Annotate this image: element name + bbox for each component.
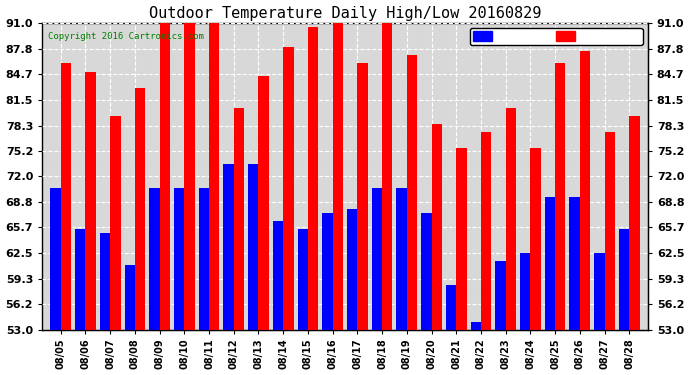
Bar [357, 63, 368, 330]
Bar [555, 63, 566, 330]
Bar [421, 213, 431, 330]
Text: Copyright 2016 Cartronics.com: Copyright 2016 Cartronics.com [48, 32, 204, 41]
Bar [124, 265, 135, 330]
Bar [61, 63, 71, 330]
Bar [50, 189, 61, 330]
Bar [259, 75, 269, 330]
Bar [234, 108, 244, 330]
Bar [333, 23, 343, 330]
Bar [456, 148, 466, 330]
Bar [604, 132, 615, 330]
Bar [297, 229, 308, 330]
Bar [397, 189, 407, 330]
Bar [569, 196, 580, 330]
Legend: Low  (°F), High  (°F): Low (°F), High (°F) [471, 28, 642, 45]
Bar [273, 221, 283, 330]
Bar [531, 148, 541, 330]
Bar [135, 88, 146, 330]
Bar [110, 116, 121, 330]
Bar [495, 261, 506, 330]
Bar [580, 51, 590, 330]
Bar [100, 233, 110, 330]
Bar [520, 253, 531, 330]
Bar [248, 164, 259, 330]
Bar [308, 27, 318, 330]
Bar [407, 56, 417, 330]
Bar [322, 213, 333, 330]
Bar [184, 7, 195, 330]
Bar [594, 253, 604, 330]
Bar [431, 124, 442, 330]
Bar [174, 189, 184, 330]
Bar [224, 164, 234, 330]
Bar [283, 47, 293, 330]
Bar [446, 285, 456, 330]
Title: Outdoor Temperature Daily High/Low 20160829: Outdoor Temperature Daily High/Low 20160… [149, 6, 541, 21]
Bar [149, 189, 159, 330]
Bar [347, 209, 357, 330]
Bar [86, 72, 96, 330]
Bar [159, 15, 170, 330]
Bar [619, 229, 629, 330]
Bar [629, 116, 640, 330]
Bar [75, 229, 86, 330]
Bar [209, 3, 219, 330]
Bar [382, 23, 393, 330]
Bar [481, 132, 491, 330]
Bar [471, 322, 481, 330]
Bar [199, 189, 209, 330]
Bar [372, 189, 382, 330]
Bar [506, 108, 516, 330]
Bar [544, 196, 555, 330]
